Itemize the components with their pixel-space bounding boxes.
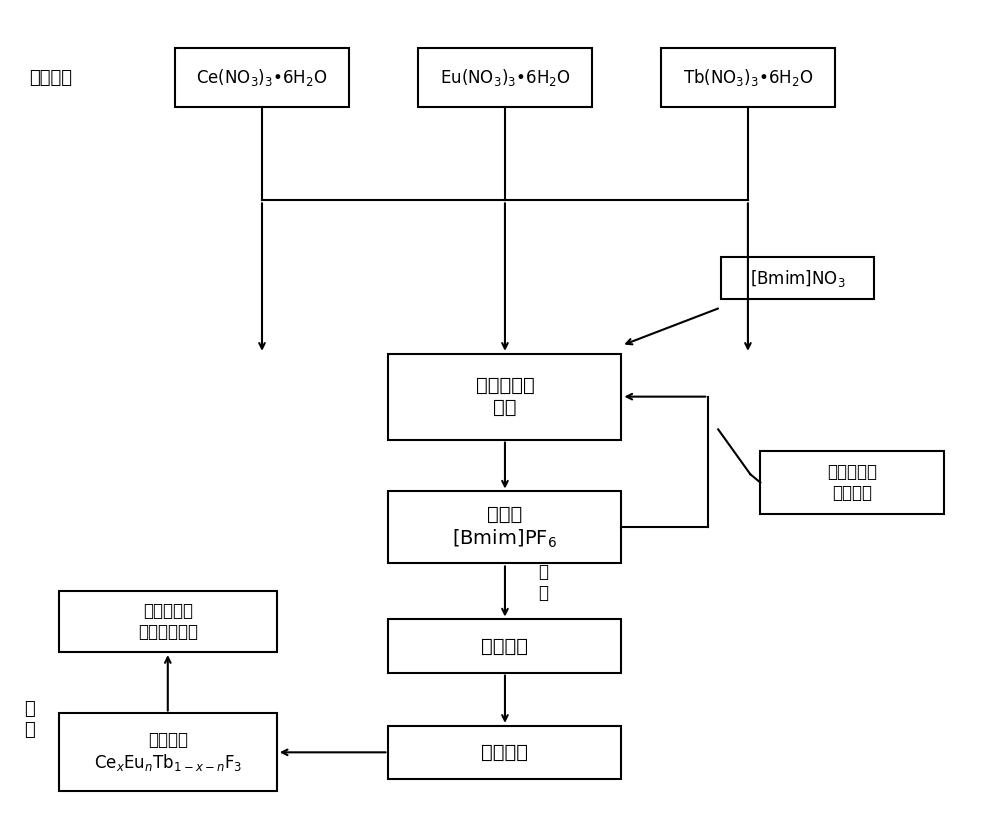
Bar <box>388 491 621 563</box>
Bar <box>661 48 835 107</box>
Text: Tb(NO$_3$)$_3$•6H$_2$O: Tb(NO$_3$)$_3$•6H$_2$O <box>683 67 813 88</box>
Text: Eu(NO$_3$)$_3$•6H$_2$O: Eu(NO$_3$)$_3$•6H$_2$O <box>440 67 570 88</box>
Text: [Bmim]NO$_3$: [Bmim]NO$_3$ <box>750 268 845 288</box>
Bar <box>175 48 349 107</box>
Bar <box>59 714 277 791</box>
Text: 结构形貌、
光谱性能测试: 结构形貌、 光谱性能测试 <box>138 602 198 641</box>
Bar <box>760 451 944 515</box>
Bar <box>388 620 621 672</box>
Text: 离子液体回
收再处理: 离子液体回 收再处理 <box>827 463 877 502</box>
Text: 冷
却: 冷 却 <box>538 563 548 601</box>
Bar <box>388 726 621 779</box>
Text: 离心分离: 离心分离 <box>481 637 528 656</box>
Text: 超声波
[Bmim]PF$_6$: 超声波 [Bmim]PF$_6$ <box>452 506 557 550</box>
Text: 产
品: 产 品 <box>24 700 35 739</box>
Text: Ce(NO$_3$)$_3$•6H$_2$O: Ce(NO$_3$)$_3$•6H$_2$O <box>196 67 328 88</box>
Bar <box>418 48 592 107</box>
Text: 原材料：: 原材料： <box>29 69 72 87</box>
Bar <box>721 257 874 299</box>
Bar <box>59 591 277 653</box>
Text: 洗涤干燥: 洗涤干燥 <box>481 743 528 762</box>
Bar <box>388 354 621 439</box>
Text: 前驱液合流
搀拌: 前驱液合流 搀拌 <box>476 376 534 417</box>
Text: 纳米晶：
Ce$_x$Eu$_n$Tb$_{1-x-n}$F$_3$: 纳米晶： Ce$_x$Eu$_n$Tb$_{1-x-n}$F$_3$ <box>94 731 242 773</box>
